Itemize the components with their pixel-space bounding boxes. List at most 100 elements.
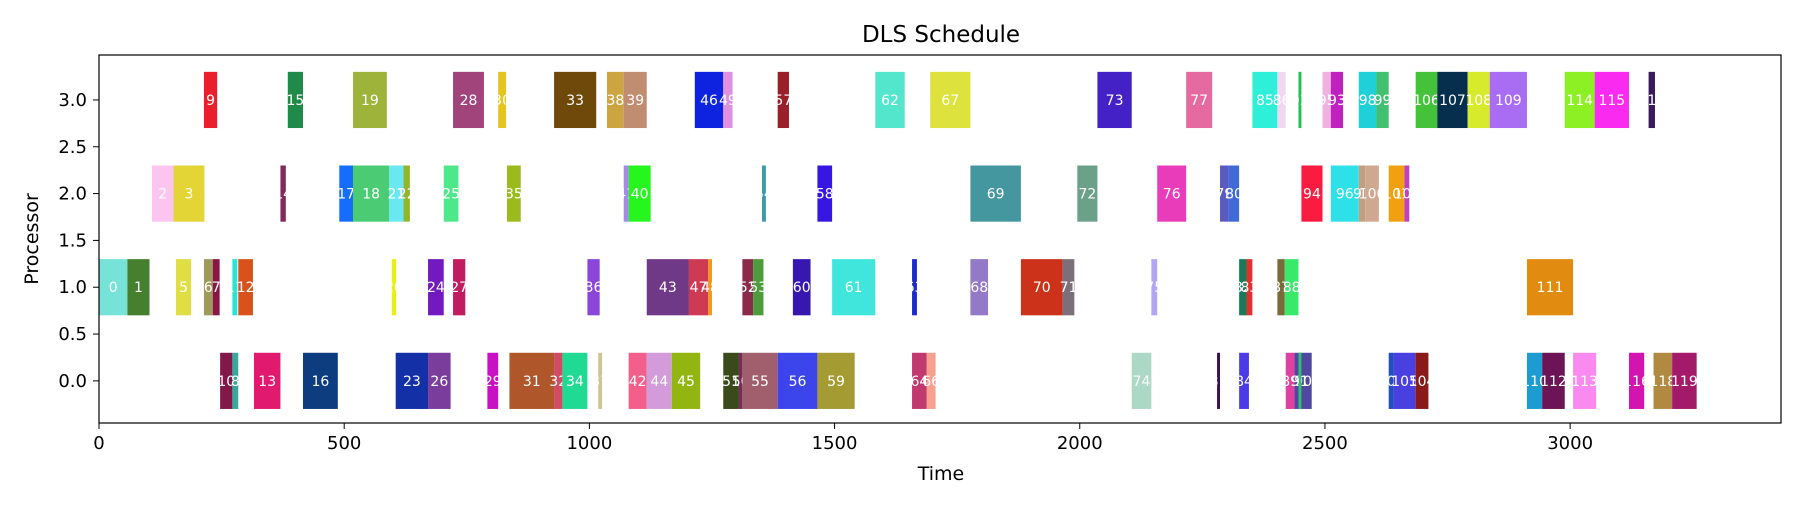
task-bar-63: 63	[906, 259, 923, 316]
task-bar-114: 114	[1564, 71, 1595, 129]
task-bar-label: 1	[134, 280, 143, 296]
task-bar-label: 35	[505, 187, 523, 203]
task-bar-label: 48	[701, 280, 719, 296]
task-bar-110: 110	[1521, 352, 1548, 409]
task-bar-rect	[175, 259, 192, 316]
task-bar-37: 37	[591, 352, 609, 409]
task-bar-label: 96	[1336, 187, 1354, 203]
task-bar-label: 105	[1391, 374, 1418, 390]
task-bar-18: 18	[353, 165, 390, 222]
task-bar-35: 35	[505, 165, 523, 222]
task-bar-36: 36	[585, 259, 603, 316]
task-bar-rect	[253, 352, 281, 409]
task-bar-label: 13	[258, 374, 276, 390]
task-bar-107: 107	[1437, 71, 1468, 129]
task-bar-39: 39	[623, 71, 647, 129]
task-bar-label: 14	[274, 187, 292, 203]
task-bar-label: 108	[1465, 93, 1492, 109]
task-bar-label: 94	[1303, 187, 1321, 203]
task-bar-rect	[220, 352, 233, 409]
task-bar-label: 10	[217, 374, 235, 390]
task-bar-label: 42	[629, 374, 647, 390]
task-bar-rect	[353, 71, 387, 129]
task-bar-86: 86	[1273, 71, 1291, 129]
task-bar-label: 58	[816, 187, 834, 203]
chart-title: DLS Schedule	[862, 22, 1020, 48]
task-bar-label: 86	[1273, 93, 1291, 109]
task-bar-rect	[203, 259, 213, 316]
task-bar-rect	[1062, 259, 1075, 316]
task-bar-rect	[792, 259, 811, 316]
task-bar-label: 115	[1598, 93, 1625, 109]
task-bar-label: 49	[719, 93, 737, 109]
task-bar-label: 118	[1649, 374, 1676, 390]
task-bar-19: 19	[353, 71, 387, 129]
task-bar-1: 1	[127, 259, 150, 316]
task-bar-label: 68	[970, 280, 988, 296]
task-bar-29: 29	[484, 352, 502, 409]
task-bar-label: 102	[1393, 187, 1420, 203]
task-bar-label: 64	[910, 374, 928, 390]
task-bar-rect	[287, 71, 303, 129]
task-bar-30: 30	[493, 71, 511, 129]
task-bar-rect	[554, 71, 597, 129]
task-bar-label: 29	[484, 374, 502, 390]
task-bar-rect	[395, 352, 429, 409]
task-bar-rect	[1365, 165, 1379, 222]
task-bar-71: 71	[1060, 259, 1077, 316]
task-bar-rect	[623, 71, 647, 129]
task-bar-rect	[1186, 71, 1213, 129]
task-bar-rect	[607, 71, 624, 129]
task-bar-111: 111	[1526, 259, 1574, 316]
task-bar-25: 25	[442, 165, 460, 222]
task-bar-rect	[777, 71, 789, 129]
task-bar-108: 108	[1465, 71, 1492, 129]
task-bar-rect	[671, 352, 701, 409]
task-bar-label: 75	[1145, 280, 1163, 296]
y-tick-label: 3.0	[58, 90, 87, 111]
task-bar-rect	[1157, 165, 1187, 222]
task-bar-rect	[232, 352, 239, 409]
task-bar-label: 92	[1291, 93, 1309, 109]
task-bar-61: 61	[832, 259, 876, 316]
task-bar-rect	[453, 71, 484, 129]
task-bar-92: 92	[1291, 71, 1309, 129]
task-bar-label: 74	[1133, 374, 1151, 390]
task-bar-rect	[1298, 71, 1302, 129]
task-bar-label: 81	[1210, 374, 1228, 390]
task-bar-label: 106	[1413, 93, 1440, 109]
task-bar-label: 52	[739, 280, 757, 296]
task-bar-label: 9	[206, 93, 215, 109]
task-bar-rect	[761, 165, 766, 222]
task-bar-label: 2	[158, 187, 167, 203]
task-bar-14: 14	[274, 165, 292, 222]
task-bar-rect	[1415, 71, 1438, 129]
task-bar-rect	[912, 352, 927, 409]
task-bar-106: 106	[1413, 71, 1440, 129]
task-bar-rect	[1285, 352, 1295, 409]
task-bar-label: 45	[677, 374, 695, 390]
task-bar-rect	[1239, 259, 1247, 316]
task-bar-rect	[212, 259, 220, 316]
task-bar-rect	[723, 71, 733, 129]
task-bar-rect	[742, 259, 754, 316]
task-bar-label: 23	[403, 374, 421, 390]
task-bar-rect	[753, 259, 764, 316]
task-bar-46: 46	[694, 71, 724, 129]
task-bar-rect	[1077, 165, 1098, 222]
task-bar-label: 20	[385, 280, 403, 296]
task-bar-118: 118	[1649, 352, 1676, 409]
task-bar-label: 111	[1537, 280, 1564, 296]
task-bar-label: 55	[751, 374, 769, 390]
task-bar-label: 101	[1383, 187, 1410, 203]
task-bar-rect	[1594, 71, 1629, 129]
task-bar-rect	[428, 259, 444, 316]
task-bar-75: 75	[1145, 259, 1163, 316]
task-bar-rect	[554, 352, 563, 409]
task-bar-rect	[389, 165, 404, 222]
task-bar-rect	[694, 71, 724, 129]
task-bar-rect	[99, 259, 128, 316]
task-bar-label: 61	[845, 280, 863, 296]
task-bar-47: 47	[688, 259, 709, 316]
task-bar-label: 70	[1033, 280, 1051, 296]
